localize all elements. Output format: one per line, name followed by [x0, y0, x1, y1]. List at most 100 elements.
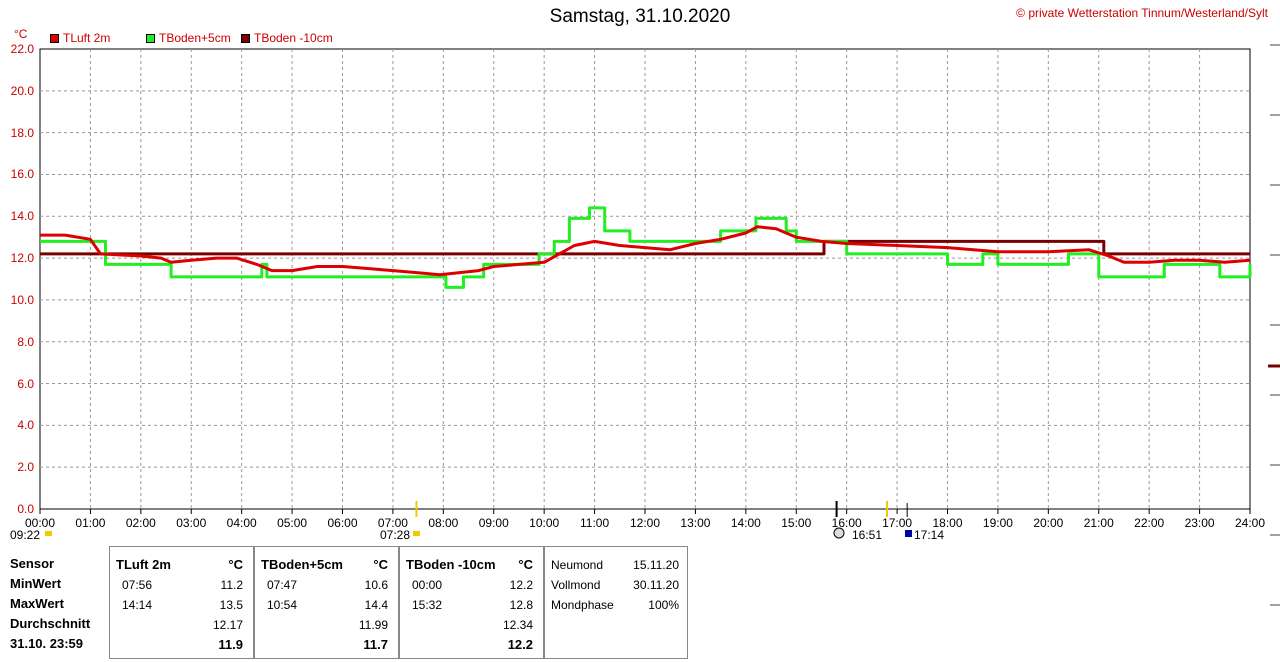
max-time: 14:14 [122, 598, 153, 612]
min-time: 00:00 [412, 578, 443, 592]
x-tick-label: 12:00 [629, 516, 661, 530]
stats-label-min: MinWert [10, 576, 62, 591]
stats-column-tboden5: TBoden+5cm °C 07:47 10.6 10:54 14.4 11.9… [254, 546, 399, 659]
moon-value: 30.11.20 [633, 578, 679, 592]
x-tick-label: 04:00 [226, 516, 257, 530]
avg-value: 12.17 [212, 618, 243, 632]
stats-label-sensor: Sensor [10, 556, 55, 571]
stats-label-max: MaxWert [10, 596, 64, 611]
moon-value: 15.11.20 [633, 558, 679, 572]
x-tick-label: 13:00 [680, 516, 711, 530]
column-unit: °C [373, 557, 388, 572]
moon-label: Neumond [551, 558, 604, 572]
x-tick-label: 15:00 [781, 516, 812, 530]
min-value: 12.2 [509, 578, 533, 592]
x-tick-label: 09:00 [478, 516, 509, 530]
y-tick-label: 20.0 [10, 83, 34, 98]
legend-swatch [50, 33, 59, 43]
min-time: 07:56 [122, 578, 153, 592]
stats-column-tluft: TLuft 2m °C 07:56 11.2 14:14 13.5 12.17 … [109, 546, 254, 659]
column-unit: °C [228, 557, 243, 572]
y-axis-unit: °C [14, 27, 28, 41]
y-tick-label: 14.0 [10, 209, 34, 224]
legend-item-tboden5: TBoden+5cm [146, 31, 231, 45]
max-value: 12.8 [509, 598, 533, 612]
moonset-icon [905, 530, 912, 537]
prev-sun-label: 09:22 [10, 528, 41, 542]
legend-swatch [146, 33, 155, 43]
column-name: TBoden+5cm [261, 557, 343, 572]
y-tick-label: 2.0 [17, 460, 34, 475]
series-line-2 [40, 239, 1250, 256]
x-tick-label: 22:00 [1134, 516, 1165, 530]
sunrise-label: 07:28 [380, 528, 411, 542]
x-tick-label: 07:00 [377, 516, 408, 530]
x-tick-label: 21:00 [1083, 516, 1114, 530]
moon-panel: Neumond 15.11.20 Vollmond 30.11.20 Mondp… [544, 546, 688, 659]
y-tick-label: 12.0 [10, 251, 34, 266]
last-value: 11.7 [363, 637, 388, 652]
avg-value: 11.99 [358, 618, 388, 632]
sun-icon [413, 531, 420, 536]
y-tick-label: 10.0 [10, 292, 34, 307]
x-tick-label: 16:00 [831, 516, 862, 530]
x-tick-label: 08:00 [428, 516, 459, 530]
sun-icon [45, 531, 52, 536]
y-tick-label: 22.0 [10, 42, 34, 56]
y-tick-label: 8.0 [17, 334, 34, 349]
x-tick-label: 03:00 [176, 516, 207, 530]
y-tick-label: 4.0 [17, 418, 34, 433]
legend-label: TBoden+5cm [159, 31, 231, 45]
column-unit: °C [518, 557, 533, 572]
min-value: 11.2 [220, 578, 243, 592]
stats-column-tboden10: TBoden -10cm °C 00:00 12.2 15:32 12.8 12… [399, 546, 544, 659]
copyright-notice: © private Wetterstation Tinnum/Westerlan… [1016, 6, 1268, 20]
column-name: TLuft 2m [116, 557, 171, 572]
x-tick-label: 05:00 [277, 516, 308, 530]
chart-title: Samstag, 31.10.2020 [549, 6, 731, 27]
x-tick-label: 17:00 [882, 516, 913, 530]
moon-label: Vollmond [551, 578, 601, 592]
moon-label: Mondphase [551, 598, 614, 612]
y-tick-label: 16.0 [10, 167, 34, 182]
stats-labels-panel: Sensor MinWert MaxWert Durchschnitt 31.1… [2, 546, 108, 659]
x-tick-label: 23:00 [1184, 516, 1215, 530]
stats-label-last: 31.10. 23:59 [10, 636, 84, 651]
min-time: 07:47 [267, 578, 298, 592]
x-tick-label: 01:00 [75, 516, 106, 530]
moon-value: 100% [648, 598, 679, 612]
x-tick-label: 14:00 [730, 516, 761, 530]
legend-label: TBoden -10cm [254, 31, 333, 45]
x-tick-label: 24:00 [1234, 516, 1266, 530]
moon-time-label: 16:51 [852, 528, 883, 542]
max-time: 15:32 [412, 598, 443, 612]
legend-label: TLuft 2m [63, 31, 111, 45]
x-tick-label: 02:00 [125, 516, 156, 530]
x-tick-label: 10:00 [529, 516, 560, 530]
last-value: 11.9 [218, 637, 243, 652]
max-value: 14.4 [364, 598, 388, 612]
max-value: 13.5 [219, 598, 243, 612]
x-tick-label: 19:00 [982, 516, 1013, 530]
legend-item-tboden10: TBoden -10cm [241, 31, 333, 45]
x-tick-label: 11:00 [580, 516, 610, 530]
series-line-0 [40, 225, 1251, 277]
y-tick-label: 18.0 [10, 125, 34, 140]
moon-icon [833, 527, 845, 539]
max-time: 10:54 [267, 598, 298, 612]
y-tick-label: 6.0 [17, 376, 34, 391]
x-tick-label: 18:00 [932, 516, 963, 530]
x-tick-label: 20:00 [1033, 516, 1064, 530]
stats-label-avg: Durchschnitt [10, 616, 91, 631]
x-tick-label: 06:00 [327, 516, 358, 530]
min-value: 10.6 [364, 578, 388, 592]
y-tick-label: 0.0 [17, 502, 34, 516]
legend-swatch [241, 33, 250, 43]
sunset-label: 17:14 [914, 528, 945, 542]
last-value: 12.2 [507, 637, 533, 652]
column-name: TBoden -10cm [406, 557, 496, 572]
legend-item-tluft: TLuft 2m [50, 31, 110, 45]
avg-value: 12.34 [502, 618, 533, 632]
x-tick-label: 00:00 [24, 516, 56, 530]
